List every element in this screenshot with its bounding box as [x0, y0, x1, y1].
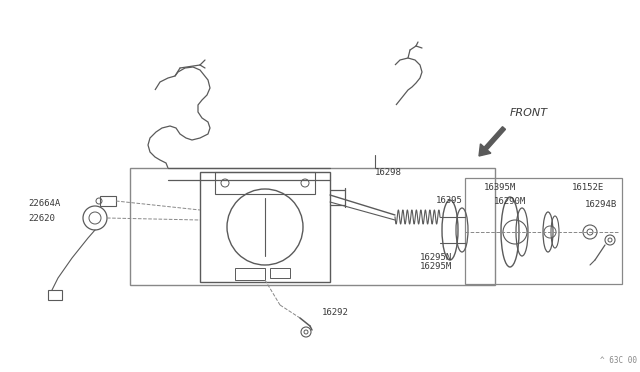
Text: ^ 63C 00 6: ^ 63C 00 6 [600, 356, 640, 365]
Text: FRONT: FRONT [510, 108, 548, 118]
Text: 16294B: 16294B [585, 200, 617, 209]
Text: 22664A: 22664A [28, 199, 60, 208]
Bar [215, 172, 315, 194]
Bar [100, 196, 116, 206]
Text: 16395M: 16395M [484, 183, 516, 192]
Text: 16295N: 16295N [420, 253, 452, 262]
Bar [130, 168, 495, 285]
Text: 16295M: 16295M [420, 262, 452, 271]
Bar [465, 178, 622, 284]
Bar [48, 290, 62, 300]
Text: 16292: 16292 [322, 308, 349, 317]
Bar [200, 172, 330, 282]
Text: 16298: 16298 [375, 168, 402, 177]
Bar [270, 268, 290, 278]
Text: 16395: 16395 [436, 196, 463, 205]
Text: 16152E: 16152E [572, 183, 604, 192]
Bar [235, 268, 265, 280]
Text: 22620: 22620 [28, 214, 55, 223]
FancyArrow shape [479, 127, 506, 156]
Text: 16290M: 16290M [494, 197, 526, 206]
